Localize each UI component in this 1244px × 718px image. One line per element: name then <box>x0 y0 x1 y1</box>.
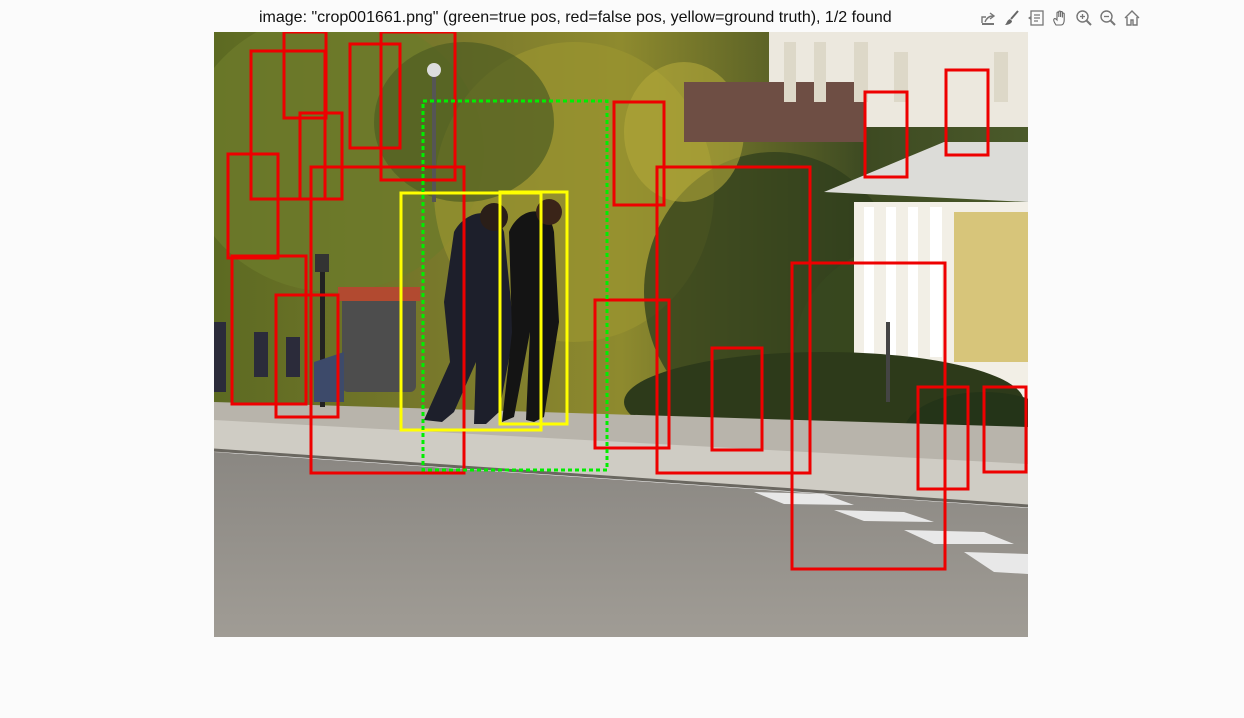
false-positive-box <box>298 111 344 201</box>
ground-truth-box <box>399 191 543 432</box>
false-positive-box <box>863 90 909 179</box>
brush-button[interactable] <box>1001 7 1023 29</box>
zoom-in-icon <box>1076 10 1092 26</box>
false-positive-box <box>982 385 1028 474</box>
pan-hand-icon <box>1053 10 1065 26</box>
false-positive-box <box>790 261 947 571</box>
datatip-button[interactable] <box>1025 7 1047 29</box>
false-positive-box <box>944 68 990 157</box>
zoom-in-button[interactable] <box>1073 7 1095 29</box>
false-positive-box <box>226 152 280 260</box>
false-positive-box <box>612 100 666 207</box>
zoom-out-button[interactable] <box>1097 7 1119 29</box>
false-positive-box <box>348 42 402 150</box>
false-positive-box <box>309 165 466 475</box>
export-button[interactable] <box>977 7 999 29</box>
false-positive-box <box>916 385 970 491</box>
zoom-out-icon <box>1100 10 1116 26</box>
export-icon <box>981 12 996 25</box>
false-positive-box <box>230 254 308 406</box>
brush-icon <box>1005 10 1019 25</box>
ground-truth-box <box>498 190 569 426</box>
image-axes[interactable] <box>214 32 1028 637</box>
restore-view-button[interactable] <box>1121 7 1143 29</box>
home-icon <box>1124 10 1140 26</box>
false-positive-box <box>379 32 457 182</box>
false-positive-box <box>593 298 671 450</box>
street-photo <box>214 32 1028 637</box>
false-positive-box <box>274 293 340 419</box>
false-positive-box <box>282 32 328 120</box>
detection-overlay <box>226 32 1028 571</box>
false-positive-box <box>710 346 764 452</box>
pan-button[interactable] <box>1049 7 1071 29</box>
figure-title: image: "crop001661.png" (green=true pos,… <box>259 9 892 26</box>
true-positive-box <box>421 99 609 472</box>
axes-toolbar <box>977 7 1143 29</box>
false-positive-box <box>655 165 812 475</box>
datatip-icon <box>1028 10 1044 26</box>
false-positive-box <box>249 49 327 201</box>
